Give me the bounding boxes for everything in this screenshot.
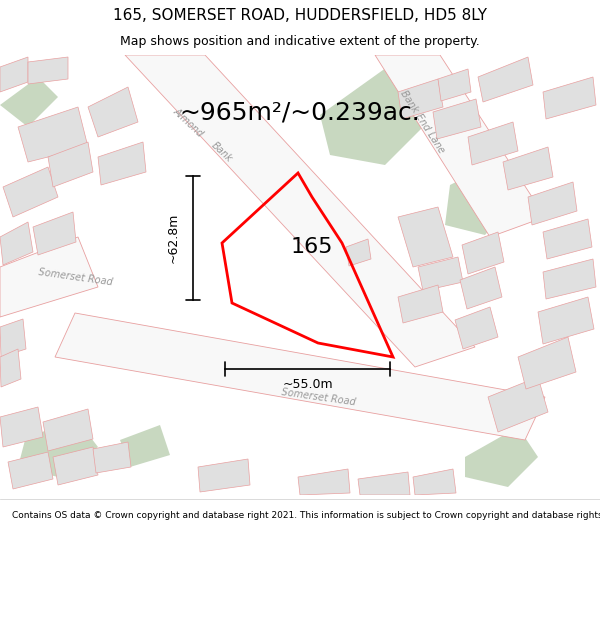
Polygon shape <box>455 307 498 349</box>
Polygon shape <box>528 182 577 225</box>
Polygon shape <box>8 452 53 489</box>
Polygon shape <box>298 469 350 495</box>
Text: Somerset Road: Somerset Road <box>280 387 356 407</box>
Polygon shape <box>53 447 98 485</box>
Polygon shape <box>375 55 545 237</box>
Text: Bank: Bank <box>209 140 235 164</box>
Polygon shape <box>0 349 21 387</box>
Polygon shape <box>462 232 504 274</box>
Polygon shape <box>0 319 26 357</box>
Polygon shape <box>543 77 596 119</box>
Polygon shape <box>478 57 533 102</box>
Polygon shape <box>0 407 43 447</box>
Text: ~965m²/~0.239ac.: ~965m²/~0.239ac. <box>179 101 421 125</box>
Polygon shape <box>3 167 58 217</box>
Polygon shape <box>0 237 98 317</box>
Text: 165: 165 <box>291 237 333 257</box>
Polygon shape <box>543 259 596 299</box>
Polygon shape <box>0 222 33 265</box>
Polygon shape <box>33 212 76 255</box>
Polygon shape <box>468 122 518 165</box>
Polygon shape <box>460 267 502 309</box>
Polygon shape <box>88 87 138 137</box>
Polygon shape <box>398 285 443 323</box>
Text: Somerset Road: Somerset Road <box>37 267 113 287</box>
Polygon shape <box>465 427 538 487</box>
Polygon shape <box>538 297 594 344</box>
Polygon shape <box>418 257 463 291</box>
Text: ~55.0m: ~55.0m <box>282 379 333 391</box>
Text: Almond: Almond <box>171 107 205 139</box>
Polygon shape <box>503 147 553 190</box>
Polygon shape <box>120 425 170 467</box>
Polygon shape <box>398 79 443 119</box>
Polygon shape <box>518 337 576 389</box>
Polygon shape <box>28 57 68 84</box>
Polygon shape <box>433 99 481 139</box>
Polygon shape <box>48 142 93 187</box>
Polygon shape <box>93 442 131 473</box>
Polygon shape <box>0 57 28 92</box>
Polygon shape <box>543 219 592 259</box>
Polygon shape <box>125 55 475 367</box>
Polygon shape <box>198 459 250 492</box>
Polygon shape <box>55 313 545 440</box>
Polygon shape <box>438 69 471 101</box>
Text: 165, SOMERSET ROAD, HUDDERSFIELD, HD5 8LY: 165, SOMERSET ROAD, HUDDERSFIELD, HD5 8L… <box>113 8 487 23</box>
Polygon shape <box>398 207 453 267</box>
Polygon shape <box>98 142 146 185</box>
Polygon shape <box>358 472 410 495</box>
Text: Contains OS data © Crown copyright and database right 2021. This information is : Contains OS data © Crown copyright and d… <box>12 511 600 519</box>
Polygon shape <box>18 417 98 477</box>
Polygon shape <box>0 77 58 127</box>
Polygon shape <box>18 107 88 162</box>
Polygon shape <box>43 409 93 451</box>
Polygon shape <box>320 65 440 165</box>
Polygon shape <box>346 239 371 266</box>
Text: Bank End Lane: Bank End Lane <box>398 89 446 155</box>
Polygon shape <box>488 377 548 432</box>
Text: Map shows position and indicative extent of the property.: Map shows position and indicative extent… <box>120 35 480 48</box>
Text: ~62.8m: ~62.8m <box>167 213 179 263</box>
Polygon shape <box>445 160 515 235</box>
Polygon shape <box>413 469 456 495</box>
